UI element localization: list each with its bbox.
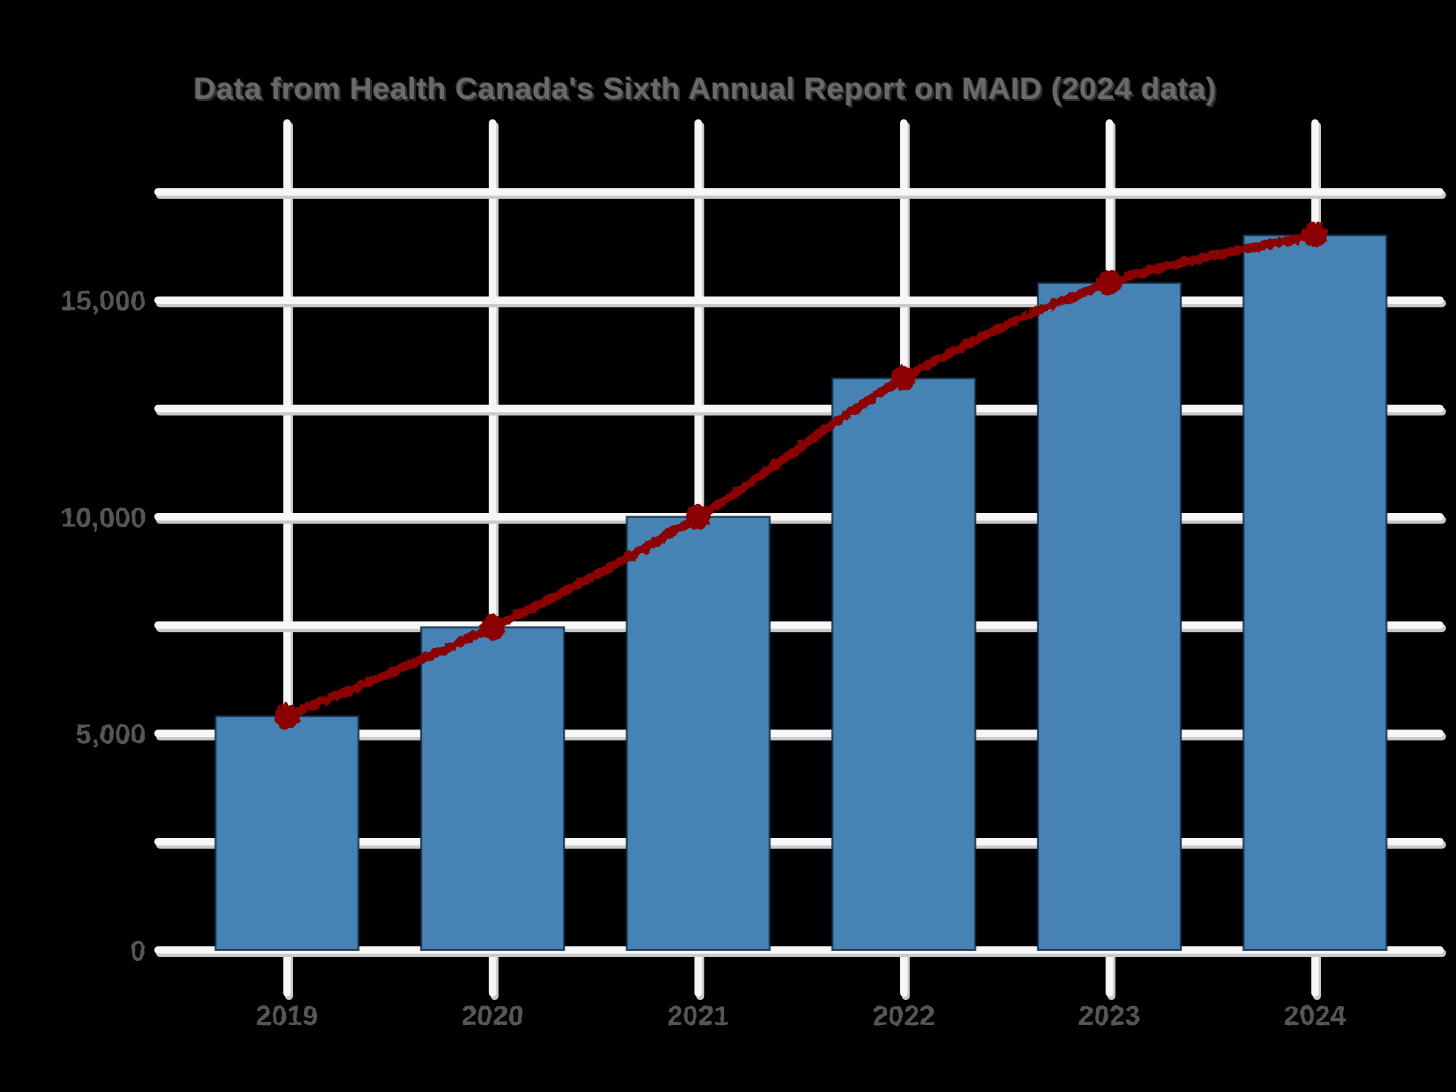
gridline-h-17500 <box>154 188 1446 199</box>
trend-line-group <box>274 222 1328 729</box>
gridline-h-10000 <box>154 513 1446 524</box>
bar-2024 <box>1242 234 1388 951</box>
bar-2020 <box>420 626 566 951</box>
bar-2019 <box>214 715 360 951</box>
trend-line <box>282 230 1320 721</box>
x-tick-label-2019: 2019 <box>256 1000 318 1031</box>
gridline-h-7500 <box>154 621 1446 633</box>
y-tick-label-5,000: 5,000 <box>76 718 146 749</box>
trend-point-2021 <box>685 504 711 530</box>
trend-point-2020 <box>480 614 506 640</box>
x-tick-label-2021: 2021 <box>667 1000 729 1031</box>
trend-point-2024 <box>1302 222 1328 248</box>
x-tick-label-2022: 2022 <box>873 1000 935 1031</box>
gridline-h-2500 <box>154 837 1446 849</box>
trend-point-2023 <box>1096 270 1122 296</box>
gridline-h-12500 <box>154 404 1446 416</box>
chart-title: Data from Health Canada's Sixth Annual R… <box>193 71 1217 106</box>
x-tick-label-2020: 2020 <box>461 1000 523 1031</box>
bar-2022 <box>831 377 977 951</box>
x-tick-2019 <box>283 948 293 1000</box>
x-axis-line <box>154 946 1446 957</box>
gridline-h-15000 <box>154 296 1446 308</box>
x-tick-label-2024: 2024 <box>1284 1000 1347 1031</box>
x-tick-2022 <box>900 948 910 1000</box>
x-tick-2023 <box>1105 948 1116 1000</box>
y-tick-label-10,000: 10,000 <box>60 502 146 533</box>
y-tick-label-0: 0 <box>130 935 146 966</box>
bar-2021 <box>625 515 771 951</box>
x-tick-label-2023: 2023 <box>1078 1000 1140 1031</box>
axis-labels: 0 5,000 10,000 15,000 2019 2020 2021 2022 2023 20… <box>60 285 1346 1031</box>
trend-point-2019 <box>274 703 300 729</box>
gridline-h-5000 <box>154 729 1446 741</box>
x-tick-2020 <box>488 948 499 1000</box>
x-tick-2024 <box>1311 948 1321 1000</box>
bar-2023 <box>1036 281 1182 951</box>
x-tick-2021 <box>694 948 705 1000</box>
trend-point-2022 <box>891 365 917 391</box>
y-tick-label-15,000: 15,000 <box>60 285 146 316</box>
